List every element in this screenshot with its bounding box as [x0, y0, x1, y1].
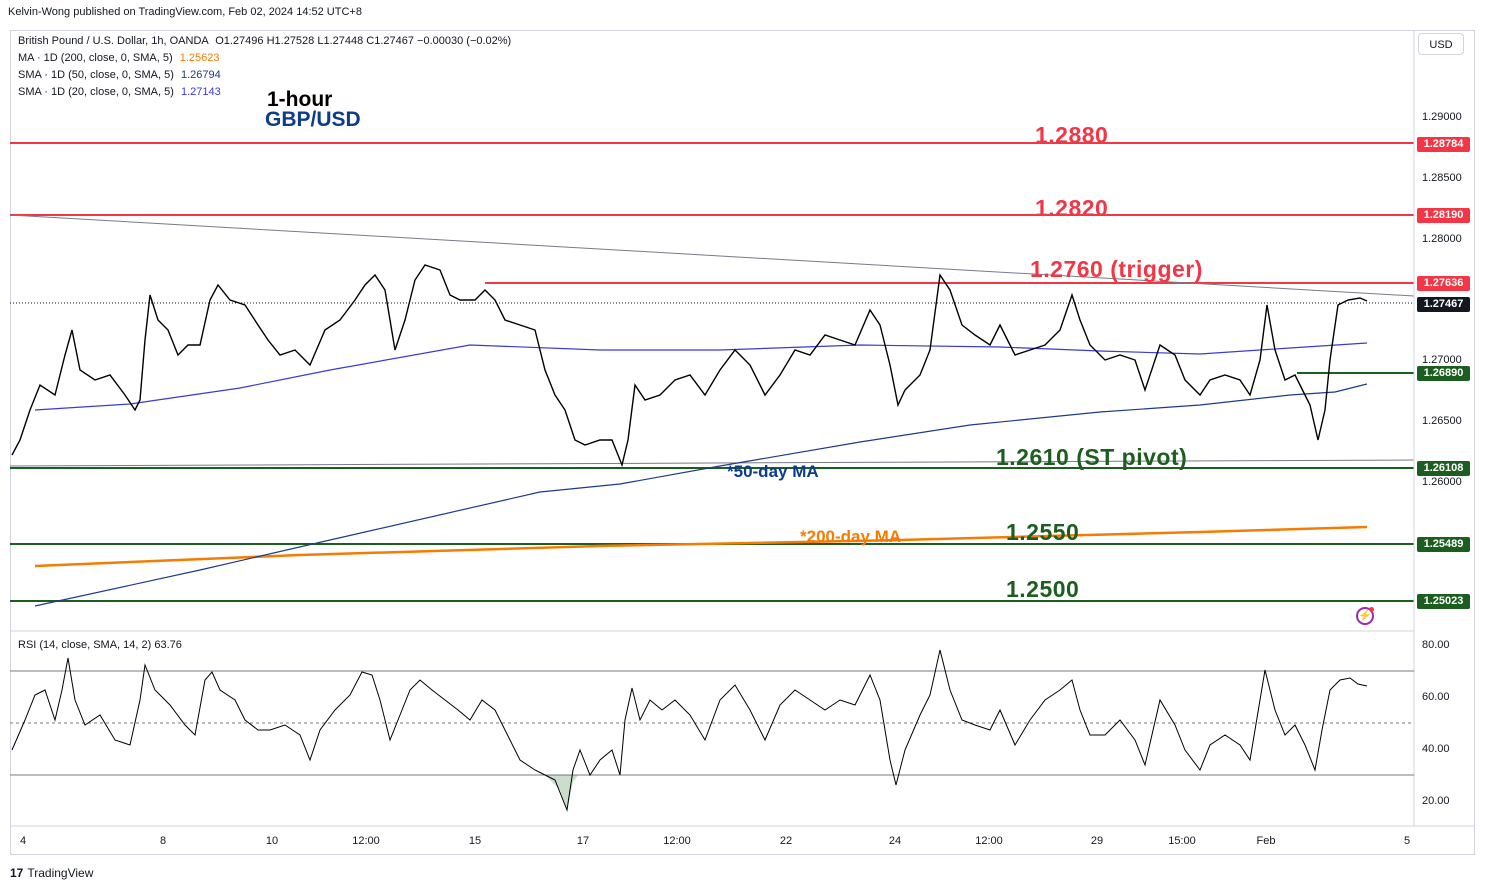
tv-brand: TradingView	[27, 866, 94, 880]
legend-ma200[interactable]: MA · 1D (200, close, 0, SMA, 5) 1.25623	[18, 52, 220, 64]
legend-sma50[interactable]: SMA · 1D (50, close, 0, SMA, 5) 1.26794	[18, 69, 221, 81]
x-tick: 12:00	[975, 835, 1003, 847]
flat-support-trendline	[9, 459, 1415, 467]
sma50-label: SMA · 1D (50, close, 0, SMA, 5)	[18, 69, 174, 81]
rsi-legend[interactable]: RSI (14, close, SMA, 14, 2) 63.76	[18, 639, 182, 651]
tv-logo-icon: 17	[10, 866, 24, 880]
price-box-r3: 1.28784	[1417, 137, 1470, 152]
x-tick: 12:00	[663, 835, 691, 847]
price-box-mid: 1.26890	[1417, 366, 1470, 381]
rsi-tick: 20.00	[1422, 795, 1450, 807]
x-tick: 24	[888, 835, 902, 847]
x-tick: 15	[468, 835, 482, 847]
x-tick: 17	[576, 835, 590, 847]
rsi-value: 63.76	[154, 639, 182, 651]
x-tick: 5	[1403, 835, 1411, 847]
rsi-line	[11, 649, 1368, 812]
level-label-s1: 1.2610 (ST pivot)	[996, 444, 1188, 470]
x-tick: 29	[1090, 835, 1104, 847]
price-box-last: 1.27467	[1417, 297, 1470, 312]
lightning-icon[interactable]: ⚡	[1356, 607, 1374, 625]
level-label-r1: 1.2760 (trigger)	[1030, 256, 1203, 282]
ohlc-values: O1.27496 H1.27528 L1.27448 C1.27467 −0.0…	[215, 35, 512, 47]
currency-button[interactable]: USD	[1418, 33, 1464, 55]
notification-dot	[1369, 607, 1374, 612]
ma200-annotation: *200-day MA	[800, 527, 902, 546]
sma20-value: 1.27143	[180, 86, 221, 98]
chart-frame	[10, 30, 1475, 855]
tradingview-logo[interactable]: 17 TradingView	[10, 866, 93, 880]
x-tick: 10	[265, 835, 279, 847]
sma20-line	[34, 342, 1368, 411]
x-tick: 22	[779, 835, 793, 847]
x-tick: 12:00	[352, 835, 380, 847]
level-label-s3: 1.2500	[1006, 576, 1080, 602]
y-tick: 1.26500	[1422, 415, 1462, 427]
level-label-r3: 1.2880	[1035, 122, 1109, 148]
level-label-s2: 1.2550	[1006, 519, 1080, 545]
sma50-value: 1.26794	[180, 69, 221, 81]
descending-trendline	[9, 214, 1415, 297]
price-box-s2: 1.25489	[1417, 537, 1470, 552]
y-tick: 1.29000	[1422, 111, 1462, 123]
symbol-legend[interactable]: British Pound / U.S. Dollar, 1h, OANDA O…	[18, 35, 511, 47]
rsi-tick: 40.00	[1422, 743, 1450, 755]
price-box-r2: 1.28190	[1417, 208, 1470, 223]
x-tick: 15:00	[1168, 835, 1196, 847]
ma200-label: MA · 1D (200, close, 0, SMA, 5)	[18, 52, 173, 64]
price-box-r1: 1.27636	[1417, 276, 1470, 291]
ma50-annotation: *50-day MA	[727, 462, 819, 481]
published-header: Kelvin-Wong published on TradingView.com…	[8, 6, 362, 18]
rsi-label: RSI (14, close, SMA, 14, 2)	[18, 639, 152, 651]
y-tick: 1.28000	[1422, 233, 1462, 245]
sma20-label: SMA · 1D (20, close, 0, SMA, 5)	[18, 86, 174, 98]
timeframe-title: 1-hour	[267, 88, 333, 111]
ma200-line	[34, 525, 1368, 568]
x-tick: 8	[159, 835, 167, 847]
y-tick: 1.27000	[1422, 354, 1462, 366]
x-tick: Feb	[1256, 835, 1276, 847]
y-tick: 1.26000	[1422, 476, 1462, 488]
pair-title: GBP/USD	[265, 108, 361, 131]
rsi-oversold-fill	[545, 775, 578, 810]
x-tick: 4	[19, 835, 27, 847]
y-tick: 1.28500	[1422, 172, 1462, 184]
sma50-line	[34, 383, 1368, 607]
price-path	[11, 264, 1368, 468]
price-box-s1: 1.26108	[1417, 461, 1470, 476]
symbol-name: British Pound / U.S. Dollar, 1h, OANDA	[18, 35, 209, 47]
ma200-value: 1.25623	[179, 52, 220, 64]
price-box-s3: 1.25023	[1417, 594, 1470, 609]
rsi-tick: 80.00	[1422, 639, 1450, 651]
legend-sma20[interactable]: SMA · 1D (20, close, 0, SMA, 5) 1.27143	[18, 86, 221, 98]
level-label-r2: 1.2820	[1035, 195, 1109, 221]
rsi-tick: 60.00	[1422, 691, 1450, 703]
